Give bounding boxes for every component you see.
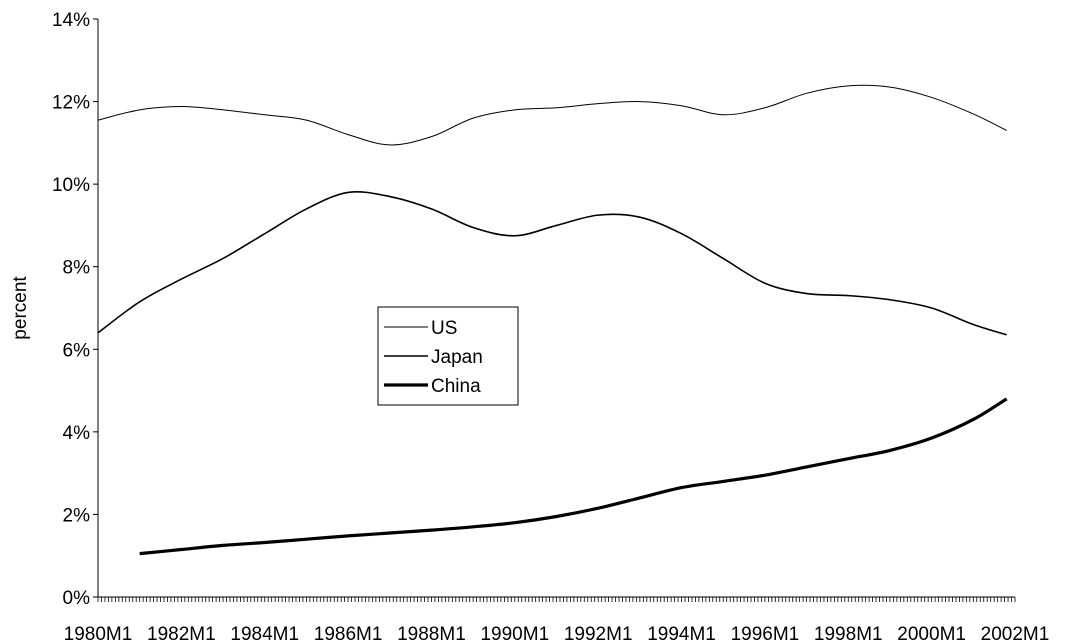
legend-label-japan: Japan	[431, 347, 483, 368]
x-tick-label: 1986M1	[314, 624, 383, 644]
x-tick-label: 1994M1	[647, 624, 716, 644]
x-tick-label: 2002M1	[981, 624, 1050, 644]
x-tick-label: 1988M1	[397, 624, 466, 644]
y-tick-label: 10%	[52, 175, 90, 196]
y-tick-label: 14%	[52, 10, 90, 31]
y-tick-label: 6%	[63, 340, 91, 361]
x-tick-label: 1992M1	[564, 624, 633, 644]
y-tick-label: 2%	[63, 505, 91, 526]
series-line-japan	[98, 192, 1007, 335]
x-tick-label: 1998M1	[814, 624, 883, 644]
y-tick-label: 0%	[63, 588, 91, 609]
x-tick-label: 1980M1	[64, 624, 133, 644]
y-tick-label: 8%	[63, 258, 91, 279]
x-tick-label: 2000M1	[897, 624, 966, 644]
legend-label-us: US	[431, 318, 457, 339]
x-axis-ticks: 1980M1 1982M1 1984M1 1986M1 1988M1 1990M1 1992…	[64, 597, 1050, 644]
y-axis-ticks: 0% 2% 4% 6% 8% 10% 12% 14%	[52, 10, 98, 609]
x-tick-label: 1984M1	[230, 624, 299, 644]
x-tick-label: 1996M1	[731, 624, 800, 644]
series-line-china	[140, 399, 1007, 554]
legend: US Japan China	[378, 307, 518, 405]
x-tick-label: 1982M1	[147, 624, 216, 644]
y-tick-label: 4%	[63, 423, 91, 444]
x-tick-label: 1990M1	[480, 624, 549, 644]
y-tick-label: 12%	[52, 93, 90, 114]
series-layer	[98, 85, 1007, 553]
series-line-us	[98, 85, 1007, 145]
legend-label-china: China	[431, 376, 481, 397]
y-axis-title: percent	[10, 276, 31, 340]
